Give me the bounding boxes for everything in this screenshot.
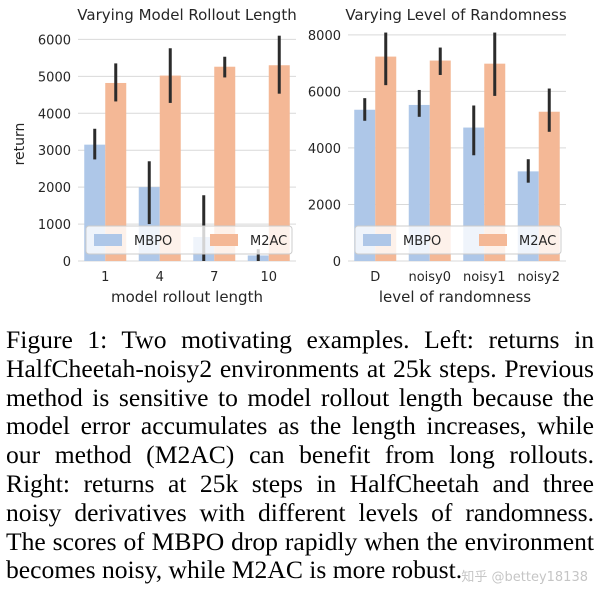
bar-m2ac xyxy=(268,65,290,261)
legend: MBPO M2AC xyxy=(354,225,562,255)
legend-label: M2AC xyxy=(519,234,556,249)
y-axis-label: return xyxy=(12,123,28,166)
legend-label: MBPO xyxy=(134,234,172,249)
x-axis-label: model rollout length xyxy=(111,288,263,306)
y-tick-label: 0 xyxy=(333,255,341,270)
y-tick-label: 5000 xyxy=(38,70,71,85)
x-tick-label: 7 xyxy=(210,270,218,285)
bar-m2ac xyxy=(159,75,181,262)
x-tick-label: 1 xyxy=(101,270,109,285)
chart-rollout-length: Varying Model Rollout Length return mode… xyxy=(12,6,297,306)
legend-label: MBPO xyxy=(403,234,441,249)
bar-mbpo xyxy=(408,104,430,262)
bar-m2ac xyxy=(214,66,236,261)
chart-title: Varying Level of Randomness xyxy=(345,6,567,24)
x-axis-label: level of randomness xyxy=(379,288,531,306)
legend-box xyxy=(85,225,293,255)
x-tick-label: noisy1 xyxy=(463,270,506,285)
legend: MBPO M2AC xyxy=(85,225,293,255)
legend-swatch xyxy=(94,234,122,246)
legend-swatch xyxy=(363,234,391,246)
y-tick-label: 0 xyxy=(63,255,71,270)
y-tick-label: 1000 xyxy=(38,218,71,233)
y-tick-label: 3000 xyxy=(38,144,71,159)
y-tick-label: 6000 xyxy=(38,33,71,48)
chart-title: Varying Model Rollout Length xyxy=(77,6,296,24)
y-tick-label: 4000 xyxy=(38,107,71,122)
y-tick-label: 4000 xyxy=(308,142,341,157)
y-tick-label: 2000 xyxy=(38,181,71,196)
x-tick-label: 10 xyxy=(260,270,277,285)
bar-m2ac xyxy=(538,111,560,262)
y-tick-label: 8000 xyxy=(308,29,341,44)
figure: Varying Model Rollout Length return mode… xyxy=(12,6,567,306)
y-tick-label: 6000 xyxy=(308,85,341,100)
legend-label: M2AC xyxy=(250,234,287,249)
bar-m2ac xyxy=(484,63,506,261)
bar-m2ac xyxy=(105,82,127,261)
x-tick-label: D xyxy=(370,270,380,285)
legend-box xyxy=(354,225,562,255)
y-tick-label: 2000 xyxy=(308,198,341,213)
bar-mbpo xyxy=(354,109,376,261)
bar-m2ac xyxy=(375,56,397,261)
chart-randomness: Varying Level of Randomness level of ran… xyxy=(308,6,567,306)
x-tick-label: noisy2 xyxy=(517,270,560,285)
legend-swatch xyxy=(479,234,507,246)
legend-swatch xyxy=(210,234,238,246)
x-tick-label: noisy0 xyxy=(408,270,451,285)
bar-m2ac xyxy=(429,60,451,261)
x-tick-label: 4 xyxy=(156,270,164,285)
figure-caption: Figure 1: Two motivating examples. Left:… xyxy=(6,325,594,585)
